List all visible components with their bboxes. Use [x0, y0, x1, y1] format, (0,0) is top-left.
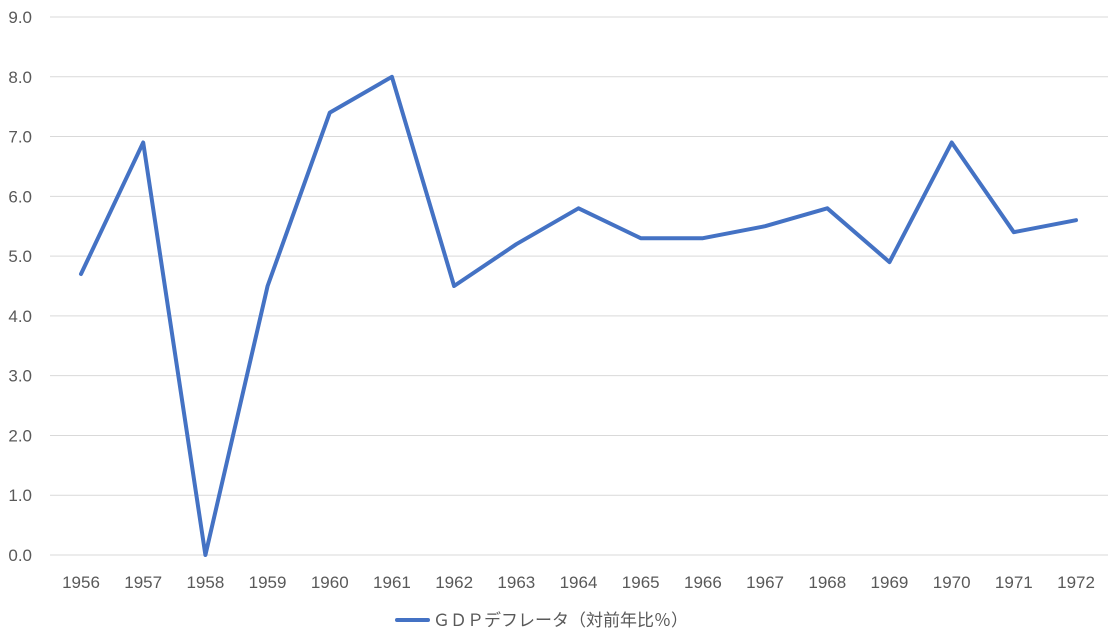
y-tick-label: 1.0 [8, 486, 32, 505]
x-tick-label: 1957 [124, 573, 162, 592]
x-tick-label: 1963 [497, 573, 535, 592]
x-tick-label: 1959 [249, 573, 287, 592]
y-tick-label: 5.0 [8, 247, 32, 266]
y-tick-label: 3.0 [8, 367, 32, 386]
x-tick-label: 1961 [373, 573, 411, 592]
x-tick-label: 1962 [435, 573, 473, 592]
series-layer [79, 74, 1078, 557]
x-tick-label: 1971 [995, 573, 1033, 592]
y-tick-label: 7.0 [8, 128, 32, 147]
x-tick-label: 1958 [186, 573, 224, 592]
gridlines [50, 16, 1108, 556]
legend: ＧＤＰデフレータ（対前年比％） [395, 610, 688, 631]
x-tick-label: 1964 [560, 573, 598, 592]
y-tick-label: 9.0 [8, 8, 32, 27]
legend-label: ＧＤＰデフレータ（対前年比％） [433, 610, 688, 631]
x-tick-label: 1956 [62, 573, 100, 592]
y-tick-label: 8.0 [8, 68, 32, 87]
y-tick-label: 4.0 [8, 307, 32, 326]
y-tick-label: 6.0 [8, 187, 32, 206]
x-tick-label: 1969 [871, 573, 909, 592]
x-tick-label: 1968 [808, 573, 846, 592]
y-axis-tick-labels: 0.0 1.0 2.0 3.0 4.0 5.0 6.0 7.0 8.0 9.0 [8, 8, 32, 565]
y-tick-label: 2.0 [8, 426, 32, 445]
x-tick-label: 1970 [933, 573, 971, 592]
x-axis-tick-labels: 1956 1957 1958 1959 1960 1961 1962 1963 1964 1965… [62, 573, 1095, 592]
x-tick-label: 1967 [746, 573, 784, 592]
x-tick-label: 1972 [1057, 573, 1095, 592]
x-tick-label: 1960 [311, 573, 349, 592]
y-tick-label: 0.0 [8, 546, 32, 565]
x-tick-label: 1966 [684, 573, 722, 592]
series-line-0 [79, 74, 1078, 557]
x-tick-label: 1965 [622, 573, 660, 592]
